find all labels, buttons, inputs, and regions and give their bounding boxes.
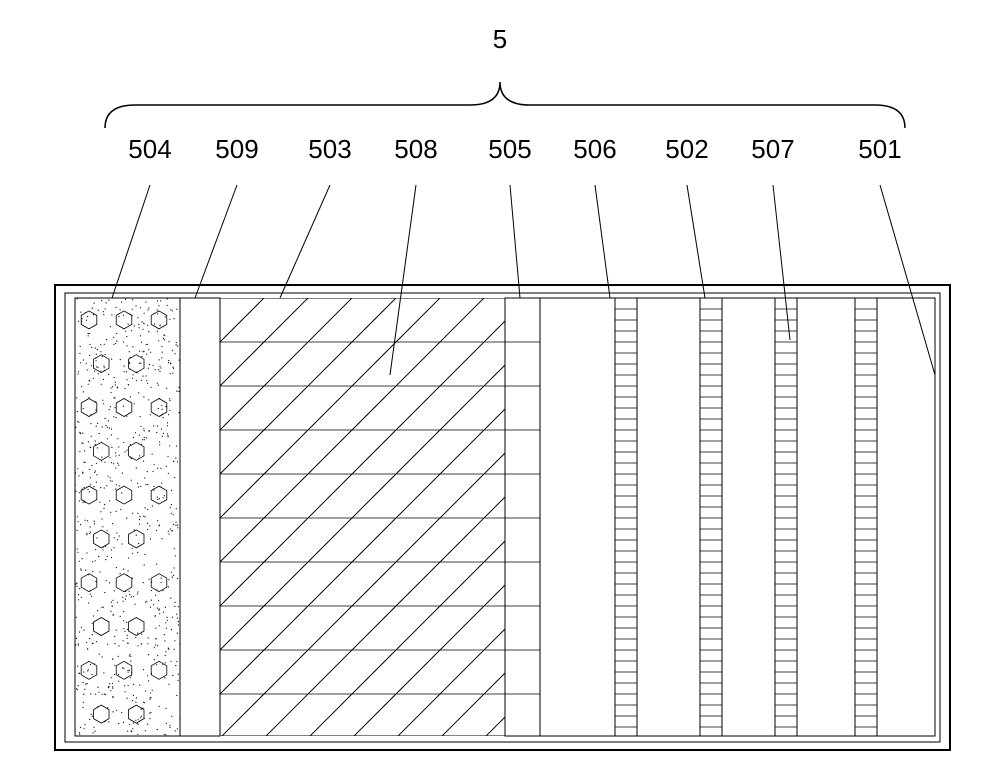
part-label-508: 508 [394,134,437,164]
vertical-bar-1 [700,298,722,736]
leader-503 [280,185,330,298]
leader-501 [880,185,935,375]
region-crosshatch [220,298,505,736]
leader-509 [195,185,237,298]
part-label-505: 505 [488,134,531,164]
region-stippled [75,298,181,736]
leader-506 [595,185,610,298]
vertical-bar-3 [855,298,877,736]
part-label-503: 503 [308,134,351,164]
part-label-509: 509 [215,134,258,164]
parent-label: 5 [493,24,507,54]
region-right-panel [540,298,935,736]
region-brick-column [505,298,540,736]
part-label-506: 506 [573,134,616,164]
diagram-canvas: 5 504 509 503 508 505 506 502 507 501 [0,0,1000,776]
leader-508 [390,185,416,375]
leader-505 [510,185,520,298]
diagram-svg: 5 504 509 503 508 505 506 502 507 501 [0,0,1000,776]
vertical-bar-0 [615,298,637,736]
part-label-507: 507 [751,134,794,164]
part-label-501: 501 [858,134,901,164]
region-blank-left [180,298,220,736]
part-label-502: 502 [665,134,708,164]
leader-502 [687,185,705,298]
leader-504 [112,185,150,298]
leader-507 [773,185,790,340]
vertical-bar-2 [775,298,797,736]
part-label-504: 504 [128,134,171,164]
